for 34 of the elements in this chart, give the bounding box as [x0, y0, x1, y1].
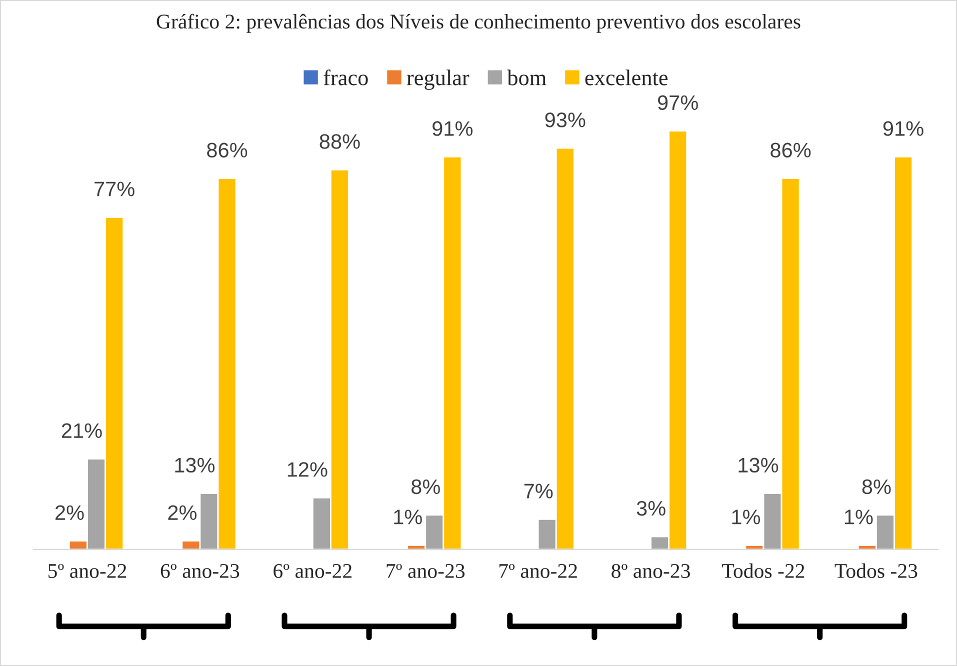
legend-label: bom [507, 70, 546, 86]
data-label: 13% [175, 458, 215, 473]
x-tick-label: 6º ano-22 [274, 564, 352, 578]
data-label: 1% [394, 510, 422, 524]
x-tick-label: Todos -23 [834, 563, 918, 578]
legend-label: regular [406, 70, 470, 90]
data-label: 7% [524, 484, 553, 498]
data-label: 88% [320, 134, 360, 149]
x-tick-label: 8º ano-23 [612, 564, 690, 578]
data-label: 86% [207, 142, 248, 158]
data-label: 8% [412, 479, 440, 494]
data-label: 2% [168, 505, 197, 520]
data-label: 12% [288, 462, 328, 477]
data-label: 91% [432, 121, 473, 136]
data-label: 1% [732, 510, 760, 524]
x-tick-label: 7º ano-22 [499, 564, 577, 578]
data-label: 1% [844, 510, 873, 524]
legend-label: excelente [585, 70, 668, 86]
chart-title: Gráfico 2: prevalências dos Níveis de conhecimento preventivo dos escolares [156, 14, 800, 33]
x-tick-label: 6º ano-23 [160, 564, 240, 578]
x-tick-label: Todos -22 [722, 563, 804, 578]
data-label: 93% [545, 112, 586, 128]
x-tick-label: 7º ano-23 [386, 564, 465, 578]
data-label: 77% [94, 182, 134, 196]
data-label: 13% [738, 458, 778, 473]
data-label: 86% [770, 142, 811, 158]
data-label: 91% [883, 121, 924, 136]
legend-label: fraco [324, 69, 368, 86]
data-label: 21% [62, 423, 102, 438]
data-label: 8% [862, 479, 891, 494]
data-label: 2% [56, 505, 84, 520]
data-label: 97% [658, 95, 698, 110]
data-label: 3% [636, 500, 666, 516]
x-tick-label: 5º ano-22 [48, 564, 126, 578]
